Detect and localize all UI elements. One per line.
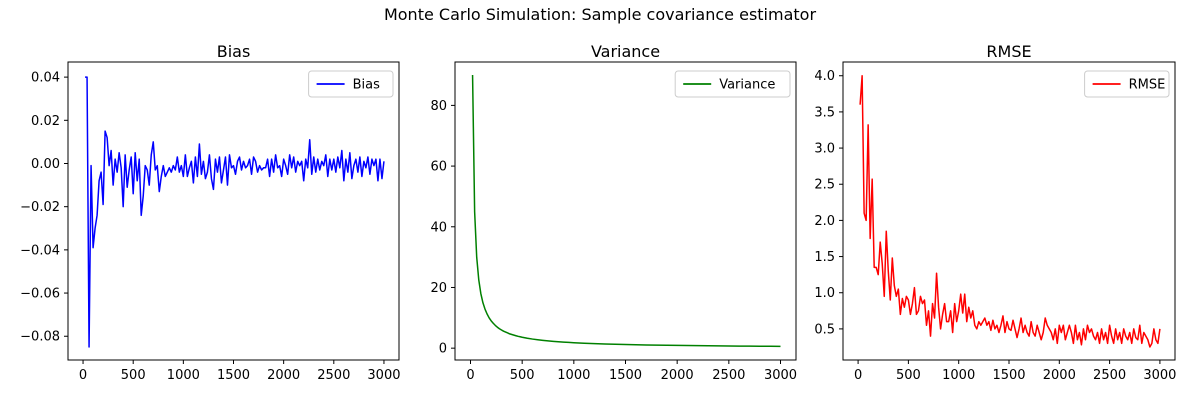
figure-title: Monte Carlo Simulation: Sample covarianc… xyxy=(384,5,817,24)
legend: Variance xyxy=(674,70,791,98)
x-tick-label: 2000 xyxy=(1043,368,1076,383)
x-tick-label: 2500 xyxy=(712,368,745,383)
y-tick-label: −0.06 xyxy=(20,287,60,302)
legend-label-variance: Variance xyxy=(719,78,775,93)
x-tick-label: 2000 xyxy=(661,368,694,383)
x-tick-label: 1000 xyxy=(167,368,200,383)
plot-frame xyxy=(454,61,797,361)
chart-panel-bias: Bias 0 500 1000 1500 2000 2500 3000 −0.08 −0.06 −0… xyxy=(20,42,400,383)
legend-box xyxy=(674,70,791,98)
y-tick-label: 0.02 xyxy=(31,114,60,129)
legend-label-rmse: RMSE xyxy=(1129,78,1166,93)
series-line-variance xyxy=(471,75,781,348)
series-line-bias xyxy=(85,76,385,348)
y-tick-label: 80 xyxy=(430,99,447,114)
x-tick-label: 1500 xyxy=(609,368,642,383)
y-tick-label: 1.5 xyxy=(814,250,835,265)
legend-box xyxy=(1084,70,1170,98)
y-tick-label: 4.0 xyxy=(814,69,835,84)
x-tick-label: 2500 xyxy=(317,368,350,383)
x-tick-label: 500 xyxy=(121,368,146,383)
y-tick-label: 1.0 xyxy=(814,286,835,301)
legend-box xyxy=(308,70,394,98)
panel-title: Bias xyxy=(217,42,251,61)
x-tick-label: 3000 xyxy=(367,368,400,383)
x-tick-label: 1000 xyxy=(557,368,590,383)
y-tick-label: 3.5 xyxy=(814,105,835,120)
legend-label-bias: Bias xyxy=(353,78,380,93)
plot-frame xyxy=(67,61,400,361)
y-tick-label: −0.04 xyxy=(20,243,60,258)
y-tick-label: 20 xyxy=(430,281,447,296)
chart-panel-variance: Variance 0 500 1000 1500 2000 2500 3000 0 20 40 60 8… xyxy=(430,42,797,383)
x-tick-label: 3000 xyxy=(764,368,797,383)
x-tick-label: 500 xyxy=(510,368,535,383)
y-tick-label: 0.5 xyxy=(814,322,835,337)
y-tick-label: 0 xyxy=(439,342,447,357)
panel-title: Variance xyxy=(591,42,660,61)
x-tick-label: 1500 xyxy=(217,368,250,383)
y-tick-label: −0.08 xyxy=(20,330,60,345)
x-tick-label: 2500 xyxy=(1093,368,1126,383)
y-tick-label: 0.04 xyxy=(31,71,60,86)
y-tick-label: 2.5 xyxy=(814,178,835,193)
y-tick-label: 0.00 xyxy=(31,157,60,172)
legend: Bias xyxy=(308,70,394,98)
y-tick-label: −0.02 xyxy=(20,200,60,215)
x-tick-label: 3000 xyxy=(1143,368,1176,383)
legend: RMSE xyxy=(1084,70,1170,98)
y-tick-label: 60 xyxy=(430,160,447,175)
panel-title: RMSE xyxy=(986,42,1031,61)
series-line-rmse xyxy=(859,74,1161,348)
plot-frame xyxy=(842,61,1176,361)
x-tick-label: 1500 xyxy=(992,368,1025,383)
x-tick-label: 0 xyxy=(466,368,474,383)
y-tick-label: 2.0 xyxy=(814,214,835,229)
x-tick-label: 0 xyxy=(79,368,87,383)
y-tick-label: 40 xyxy=(430,220,447,235)
x-tick-label: 1000 xyxy=(942,368,975,383)
y-tick-label: 3.0 xyxy=(814,142,835,157)
x-tick-label: 500 xyxy=(896,368,921,383)
x-tick-label: 0 xyxy=(854,368,862,383)
x-tick-label: 2000 xyxy=(267,368,300,383)
chart-panel-rmse: RMSE 0 500 1000 1500 2000 2500 3000 0.5 1.0 1.5 2.0… xyxy=(814,42,1176,383)
